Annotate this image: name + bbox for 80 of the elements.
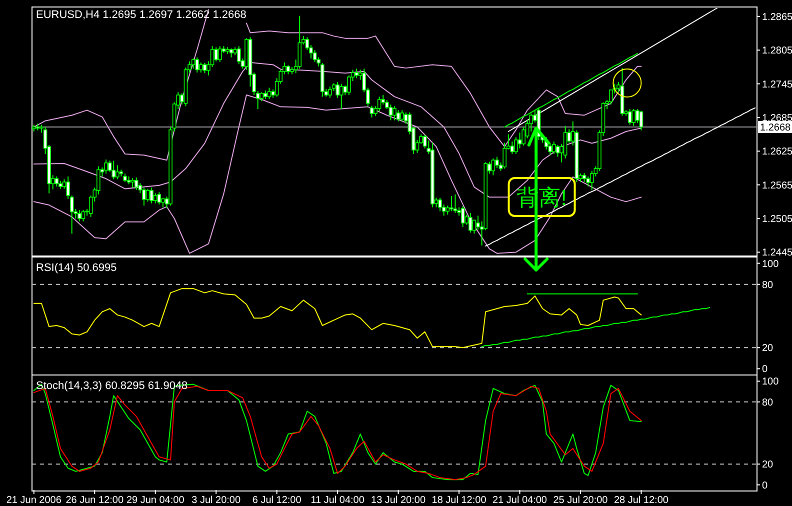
candlestick bbox=[381, 94, 386, 106]
ref-line-label: 1.2668 bbox=[760, 122, 792, 134]
candlestick bbox=[632, 108, 636, 126]
candlestick bbox=[472, 219, 476, 234]
y-tick-label: 0 bbox=[762, 480, 768, 492]
candlestick bbox=[153, 192, 158, 204]
candlestick bbox=[150, 187, 154, 204]
line-series bbox=[481, 307, 710, 348]
candlestick bbox=[514, 136, 518, 154]
x-tick-label: 11 Jul 04:00 bbox=[310, 495, 365, 506]
y-tick-label: 1.2805 bbox=[762, 46, 792, 57]
candlestick bbox=[298, 15, 302, 70]
line-series bbox=[33, 9, 210, 161]
candlestick bbox=[199, 62, 203, 74]
y-tick-label: 0 bbox=[762, 364, 768, 376]
candlestick bbox=[328, 86, 332, 98]
candlestick bbox=[267, 87, 272, 100]
candlestick bbox=[161, 197, 165, 208]
candlestick bbox=[116, 164, 120, 180]
candlestick bbox=[339, 83, 344, 110]
x-tick-label: 6 Jul 12:00 bbox=[252, 495, 302, 506]
y-tick-label: 1.2565 bbox=[762, 180, 792, 192]
candlestick bbox=[134, 177, 138, 190]
y-tick-label: 80 bbox=[762, 280, 774, 291]
candlestick bbox=[586, 176, 590, 188]
candlestick bbox=[191, 58, 196, 70]
candlestick bbox=[370, 105, 374, 118]
candlestick bbox=[400, 110, 404, 122]
x-tick-label: 21 Jul 04:00 bbox=[492, 495, 548, 506]
candlestick bbox=[130, 178, 134, 188]
candlestick bbox=[354, 68, 358, 79]
x-tick-label: 3 Jul 20:00 bbox=[192, 495, 241, 506]
y-tick-label: 1.2745 bbox=[762, 79, 792, 90]
y-tick-label: 100 bbox=[762, 376, 780, 388]
candlestick bbox=[236, 46, 241, 65]
candlestick bbox=[396, 110, 400, 122]
y-tick-label: 1.2865 bbox=[762, 12, 792, 23]
chart-title: RSI(14) 50.6995 bbox=[36, 262, 117, 274]
candlestick bbox=[388, 104, 393, 121]
candlestick bbox=[450, 196, 454, 212]
y-tick-label: 1.2625 bbox=[762, 146, 792, 158]
x-tick-label: 18 Jul 12:00 bbox=[432, 495, 487, 506]
y-tick-label: 80 bbox=[762, 397, 774, 408]
candlestick bbox=[453, 194, 458, 214]
candlestick bbox=[112, 160, 116, 180]
candlestick bbox=[639, 110, 644, 131]
y-tick-label: 100 bbox=[762, 258, 780, 270]
candlestick bbox=[468, 212, 472, 234]
y-tick-label: 1.2445 bbox=[762, 248, 792, 259]
candlestick bbox=[552, 141, 556, 154]
x-tick-label: 29 Jun 04:00 bbox=[126, 495, 185, 506]
candlestick bbox=[214, 46, 218, 62]
candlestick bbox=[54, 176, 59, 188]
candlestick bbox=[142, 187, 146, 206]
candlestick bbox=[78, 210, 82, 222]
x-tick-label: 25 Jul 20:00 bbox=[553, 495, 608, 506]
candlestick bbox=[218, 46, 222, 62]
y-tick-label: 1.2505 bbox=[762, 214, 792, 226]
candlestick bbox=[491, 158, 496, 176]
x-tick-label: 13 Jul 20:00 bbox=[371, 495, 426, 506]
candlestick bbox=[195, 56, 200, 74]
x-tick-label: 21 Jun 2006 bbox=[6, 495, 62, 506]
candlestick bbox=[146, 188, 150, 202]
candlestick bbox=[590, 170, 594, 190]
candlestick bbox=[563, 125, 568, 159]
candlestick bbox=[628, 108, 632, 126]
y-tick-label: 20 bbox=[762, 460, 774, 471]
y-tick-label: 20 bbox=[762, 343, 774, 354]
candlestick bbox=[460, 206, 465, 228]
candlestick bbox=[157, 192, 162, 205]
candlestick bbox=[81, 210, 86, 222]
x-tick-label: 28 Jul 12:00 bbox=[614, 495, 669, 506]
candlestick bbox=[495, 156, 499, 168]
candlestick bbox=[438, 197, 442, 212]
line-series bbox=[33, 288, 642, 348]
candlestick bbox=[104, 159, 108, 174]
x-tick-label: 26 Jun 12:00 bbox=[66, 495, 124, 506]
candlestick bbox=[392, 106, 396, 121]
y-tick-label: 1.2685 bbox=[762, 112, 792, 124]
candlestick bbox=[377, 96, 382, 112]
